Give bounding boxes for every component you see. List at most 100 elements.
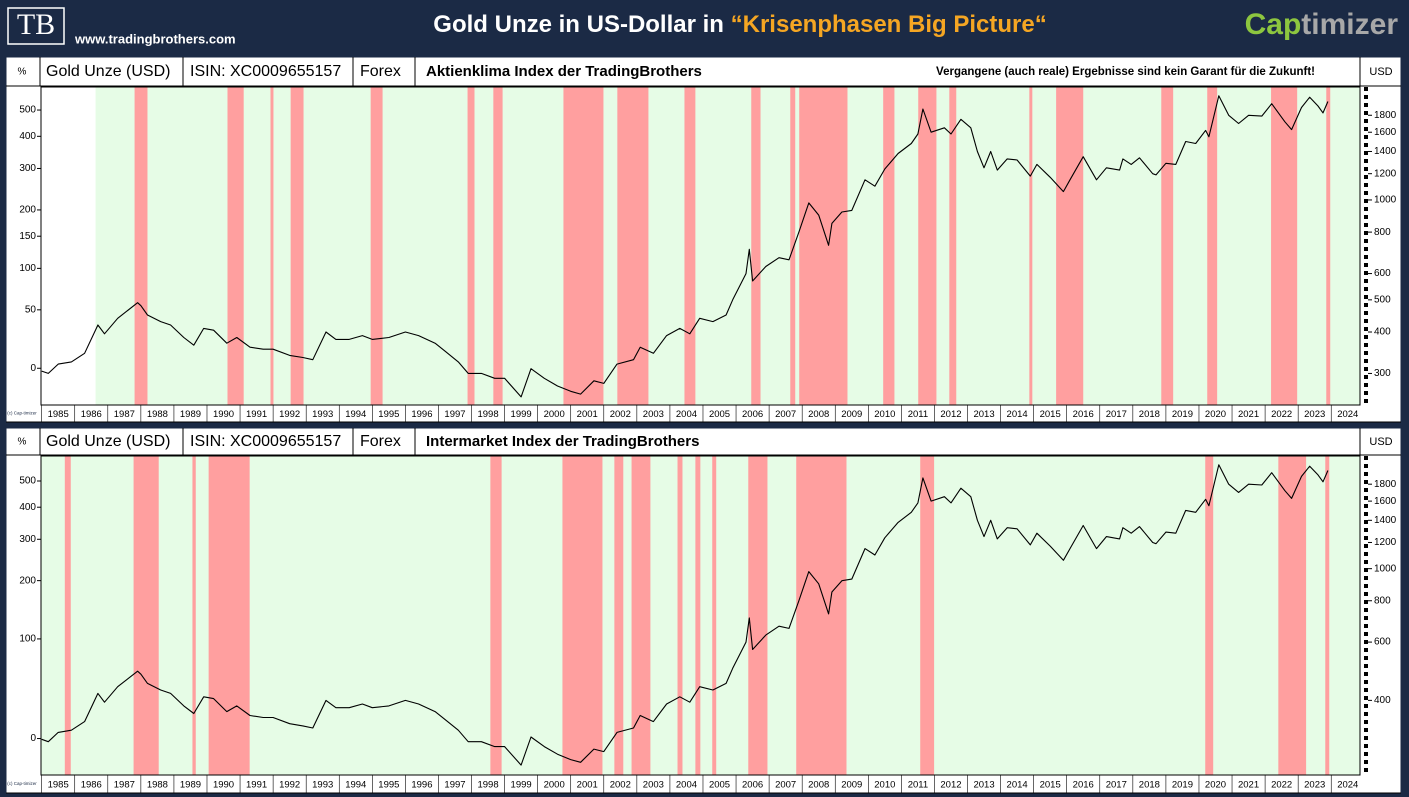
crisis-phase (1029, 87, 1033, 405)
y-tick-label: 1600 (1374, 496, 1397, 507)
y-tick-label: 800 (1374, 227, 1391, 238)
copyright: (c) Cap-timizer (7, 411, 37, 416)
x-tick-label: 2019 (1172, 409, 1193, 420)
x-tick-label: 2018 (1139, 780, 1160, 791)
y2-tick-label: 50 (25, 304, 37, 315)
crisis-phase (562, 456, 603, 775)
crisis-phase (563, 87, 604, 405)
crisis-phase (631, 456, 651, 775)
y2-tick-label: 400 (19, 131, 36, 142)
x-tick-label: 1999 (511, 409, 532, 420)
crisis-phase (883, 87, 895, 405)
page-title: Gold Unze in US-Dollar in “Krisenphasen … (433, 11, 1046, 38)
crisis-phase (192, 456, 196, 775)
x-tick-label: 1994 (345, 780, 366, 791)
y-tick-label: 600 (1374, 268, 1391, 279)
y-tick-label: 600 (1374, 637, 1391, 648)
crisis-phase (134, 87, 148, 405)
x-tick-label: 2016 (1073, 409, 1094, 420)
x-tick-label: 1991 (246, 780, 267, 791)
x-tick-label: 2006 (742, 780, 763, 791)
copyright: (c) Cap-timizer (7, 781, 37, 786)
crisis-phase (614, 456, 624, 775)
y2-tick-label: 400 (19, 502, 36, 513)
market: Forex (360, 63, 401, 80)
plot-frame (40, 455, 1361, 776)
crisis-phase (290, 87, 304, 405)
isin: ISIN: XC0009655157 (190, 63, 341, 80)
x-tick-label: 2005 (709, 780, 730, 791)
x-tick-label: 2008 (808, 780, 829, 791)
y2-tick-label: 500 (19, 476, 36, 487)
market: Forex (360, 433, 401, 450)
y2-tick-label: 0 (30, 733, 36, 744)
x-tick-label: 2023 (1304, 780, 1325, 791)
crisis-phase (695, 456, 701, 775)
y2-tick-label: 200 (19, 205, 36, 216)
x-tick-label: 2021 (1238, 780, 1259, 791)
x-tick-label: 2024 (1337, 780, 1358, 791)
x-tick-label: 2023 (1304, 409, 1325, 420)
x-tick-label: 2000 (544, 409, 565, 420)
x-tick-label: 2017 (1106, 409, 1127, 420)
x-tick-label: 2020 (1205, 780, 1226, 791)
x-tick-label: 1989 (180, 409, 201, 420)
x-tick-label: 1998 (477, 409, 498, 420)
crisis-phase (1326, 87, 1331, 405)
x-tick-label: 2006 (742, 409, 763, 420)
x-tick-label: 2019 (1172, 780, 1193, 791)
x-tick-label: 2007 (775, 780, 796, 791)
y2-tick-label: 100 (19, 263, 36, 274)
title-main: Gold Unze in US-Dollar in (433, 11, 730, 38)
x-tick-label: 1985 (48, 409, 69, 420)
crisis-phase (751, 87, 761, 405)
x-tick-label: 1996 (411, 780, 432, 791)
percent-unit: % (18, 67, 27, 78)
x-tick-label: 2014 (1007, 409, 1028, 420)
isin: ISIN: XC0009655157 (190, 433, 341, 450)
y2-tick-label: 300 (19, 534, 36, 545)
crisis-phase (64, 456, 71, 775)
crisis-phase (799, 87, 848, 405)
logo-box (7, 7, 65, 45)
crisis-phase (227, 87, 244, 405)
crisis-phase (1325, 456, 1330, 775)
x-tick-label: 2003 (643, 409, 664, 420)
x-tick-label: 1993 (312, 409, 333, 420)
x-tick-label: 1992 (279, 780, 300, 791)
y-unit: USD (1369, 66, 1392, 78)
x-tick-label: 1997 (444, 409, 465, 420)
x-tick-label: 2011 (908, 409, 928, 420)
x-tick-label: 1985 (48, 780, 69, 791)
y-tick-label: 1000 (1374, 195, 1397, 206)
title-highlight: “Krisenphasen Big Picture“ (731, 11, 1047, 38)
percent-unit: % (18, 437, 27, 448)
crisis-phase (493, 87, 503, 405)
x-tick-label: 2001 (577, 780, 598, 791)
y2-tick-label: 0 (30, 363, 36, 374)
y-tick-label: 500 (1374, 294, 1391, 305)
crisis-phase (208, 456, 250, 775)
crisis-phase (677, 456, 683, 775)
x-tick-label: 2010 (874, 409, 895, 420)
website: www.tradingbrothers.com (74, 31, 236, 46)
disclaimer: Vergangene (auch reale) Ergebnisse sind … (936, 66, 1315, 78)
crisis-phase (490, 456, 502, 775)
crisis-phase (1271, 87, 1298, 405)
crisis-phase (684, 87, 696, 405)
instrument: Gold Unze (USD) (46, 433, 170, 450)
x-tick-label: 1988 (147, 409, 168, 420)
crisis-phase (920, 456, 935, 775)
logo: TB (17, 8, 55, 41)
x-tick-label: 1987 (114, 780, 135, 791)
y-tick-label: 400 (1374, 695, 1391, 706)
x-tick-label: 1995 (378, 409, 399, 420)
neutral-phase (95, 87, 1360, 405)
y-tick-label: 1600 (1374, 127, 1397, 138)
x-tick-label: 2001 (577, 409, 598, 420)
y2-tick-label: 300 (19, 163, 36, 174)
x-tick-label: 2024 (1337, 409, 1358, 420)
instrument: Gold Unze (USD) (46, 63, 170, 80)
x-tick-label: 2011 (908, 780, 928, 791)
